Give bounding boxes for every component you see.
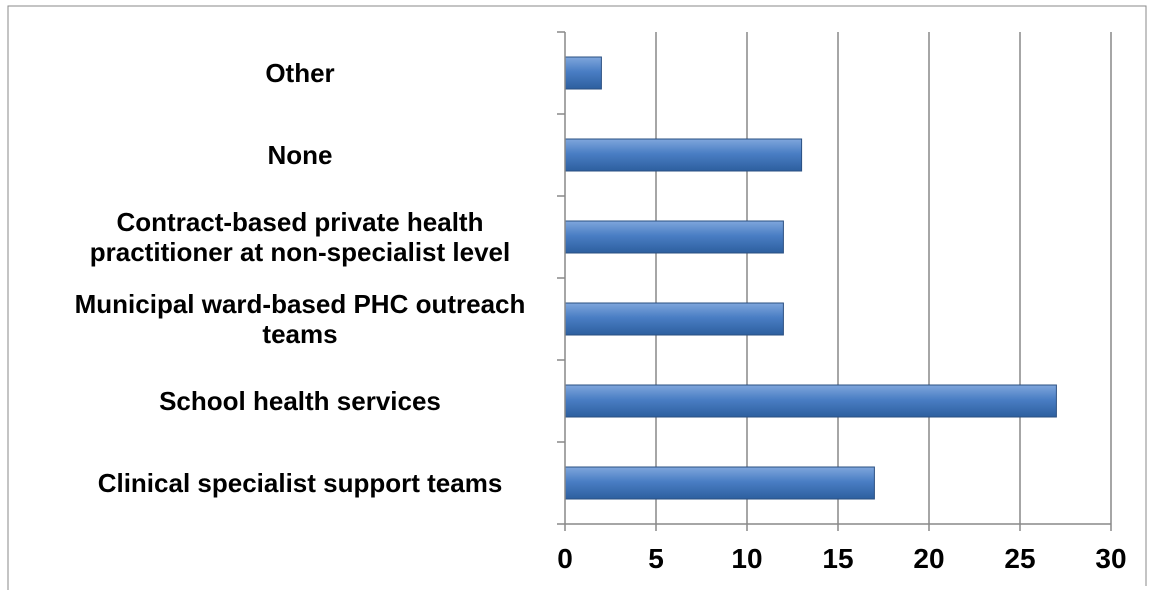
x-tick-label: 0	[557, 543, 573, 574]
category-label-line: School health services	[159, 386, 441, 416]
x-tick-label: 20	[913, 543, 944, 574]
bar	[564, 138, 803, 172]
category-label-line: None	[268, 140, 333, 170]
category-label-line: Clinical specialist support teams	[98, 468, 503, 498]
category-label-line: Municipal ward-based PHC outreach	[75, 289, 526, 319]
x-tick-label: 5	[648, 543, 664, 574]
bar	[564, 384, 1057, 418]
bar	[564, 302, 784, 336]
category-label-line: Contract-based private health	[117, 207, 484, 237]
category-label-line: practitioner at non-specialist level	[90, 237, 510, 267]
category-label: Other	[265, 58, 334, 88]
bar	[564, 56, 602, 90]
category-label: Contract-based private health practitione…	[90, 207, 510, 267]
category-label-line: Other	[265, 58, 334, 88]
category-label: Municipal ward-based PHC outreach teams	[75, 289, 526, 349]
chart-frame	[7, 5, 1147, 590]
bar	[564, 466, 875, 500]
x-tick-label: 25	[1004, 543, 1035, 574]
category-label: School health services	[159, 386, 441, 416]
x-tick-label: 10	[731, 543, 762, 574]
category-label-line: teams	[262, 319, 337, 349]
category-label: None	[268, 140, 333, 170]
bar	[564, 220, 784, 254]
category-label: Clinical specialist support teams	[98, 468, 503, 498]
x-tick-label: 15	[822, 543, 853, 574]
x-tick-label: 30	[1095, 543, 1126, 574]
